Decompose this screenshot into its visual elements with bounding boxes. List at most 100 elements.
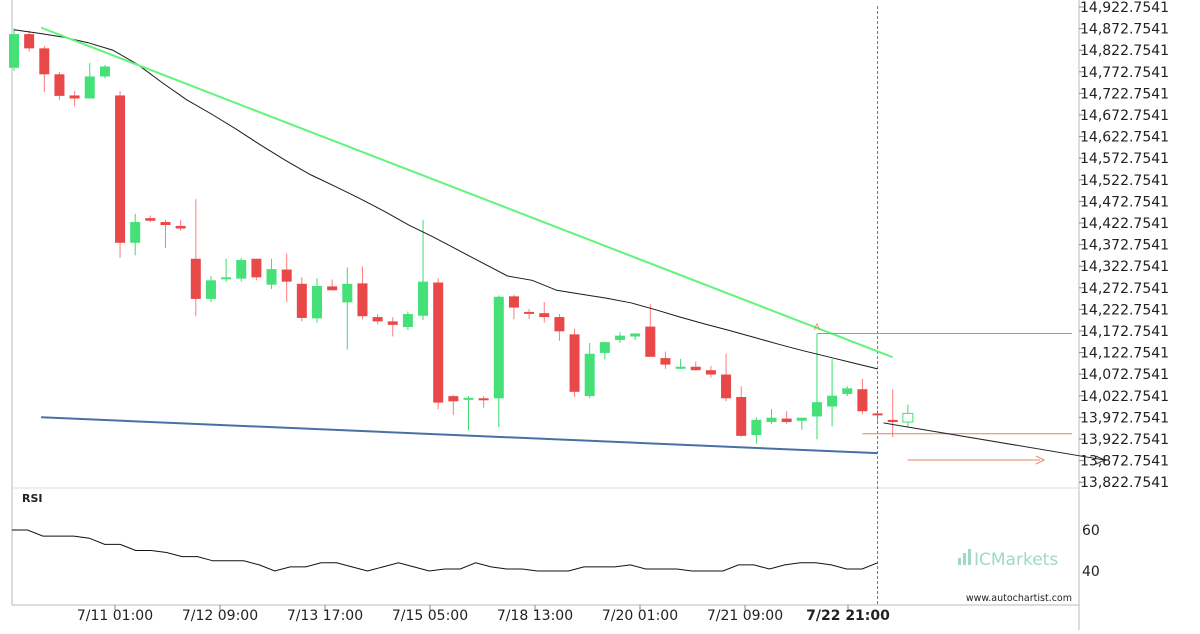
candle-body <box>478 398 489 401</box>
price-tick-label: 14,772.7541 <box>1080 65 1169 81</box>
candle-body <box>312 285 322 319</box>
rsi-tick-label: 40 <box>1082 564 1100 580</box>
price-tick-label: 14,522.7541 <box>1080 173 1169 189</box>
candle-body <box>342 283 353 303</box>
candle-body <box>402 314 413 328</box>
candle-body <box>69 95 80 99</box>
candle-body <box>251 258 262 278</box>
candle-body <box>54 74 65 96</box>
candle-body <box>766 417 777 423</box>
candle-body <box>387 321 398 325</box>
price-tick-label: 13,872.7541 <box>1080 454 1169 470</box>
support-trendline <box>41 416 878 455</box>
candle-body <box>887 419 898 423</box>
time-tick-label: 7/21 09:00 <box>707 608 783 624</box>
resistance-trendline <box>40 26 894 359</box>
candle-body <box>630 333 641 337</box>
candle-body <box>751 419 762 436</box>
price-tick-label: 14,372.7541 <box>1080 238 1169 254</box>
candle-body <box>827 395 838 407</box>
candle-body <box>296 283 307 318</box>
candle-body <box>493 296 504 399</box>
price-tick-label: 13,822.7541 <box>1080 475 1169 491</box>
candle-body <box>84 76 95 99</box>
price-tick-label: 13,922.7541 <box>1080 432 1169 448</box>
target-arrow-icon <box>1035 455 1046 465</box>
time-axis-ticks: 7/11 01:00 7/12 09:00 7/13 17:00 7/15 05:00… <box>77 605 890 624</box>
candle-body <box>781 418 792 423</box>
price-tick-label: 13,972.7541 <box>1080 410 1169 426</box>
time-tick-label: 7/13 17:00 <box>287 608 363 624</box>
rsi-panel: 60 40 <box>12 523 1100 580</box>
candle-body <box>9 34 19 68</box>
candle-body <box>796 417 807 421</box>
price-axis-line <box>11 0 1080 630</box>
candle-body <box>357 283 368 317</box>
price-tick-label: 14,022.7541 <box>1080 389 1169 405</box>
candle-body <box>418 281 429 316</box>
candle-body <box>736 396 747 436</box>
price-tick-label: 14,822.7541 <box>1080 43 1169 59</box>
candle-body <box>115 95 126 243</box>
candle-body <box>266 269 277 285</box>
candle-body <box>236 260 247 279</box>
time-tick-label: 7/22 21:00 <box>806 608 890 624</box>
candle-body <box>433 282 444 403</box>
breakout-point-label: A <box>814 323 821 333</box>
candle-body <box>463 397 474 400</box>
price-tick-label: 14,222.7541 <box>1080 302 1169 318</box>
candle-body <box>160 222 171 226</box>
candle-body <box>615 335 625 340</box>
candle-body <box>327 286 338 291</box>
rsi-tick-label: 60 <box>1082 523 1100 539</box>
candle-body <box>721 374 732 399</box>
candle-body <box>554 317 565 332</box>
candle-body <box>524 311 535 314</box>
candle-body <box>221 277 232 280</box>
candle-body <box>872 413 883 416</box>
candle-body <box>902 412 914 423</box>
candle-body <box>372 317 383 322</box>
time-tick-label: 7/18 13:00 <box>497 608 573 624</box>
candle-body <box>99 66 110 77</box>
rsi-line <box>12 529 878 572</box>
price-tick-label: 14,472.7541 <box>1080 194 1169 210</box>
watermark: ICMarkets <box>958 549 1058 570</box>
candle-body <box>857 389 868 412</box>
time-tick-label: 7/20 01:00 <box>602 608 678 624</box>
candle-body <box>24 34 35 49</box>
rsi-label: RSI <box>22 492 43 505</box>
candle-body <box>660 358 671 365</box>
price-tick-label: 14,722.7541 <box>1080 86 1169 102</box>
price-tick-label: 14,422.7541 <box>1080 216 1169 232</box>
watermark-bars-icon <box>958 549 971 565</box>
watermark-text: ICMarkets <box>974 550 1058 570</box>
price-tick-label: 14,872.7541 <box>1080 22 1169 38</box>
candle-body <box>145 218 156 221</box>
candles-layer <box>9 28 914 444</box>
candle-body <box>281 269 292 282</box>
price-axis-ticks: 14,922.7541 14,872.7541 14,822.7541 14,772.… <box>1079 0 1169 491</box>
moving-average-line <box>13 29 878 370</box>
candle-body <box>584 353 595 397</box>
candle-body <box>190 258 201 299</box>
candle-body <box>690 366 701 371</box>
candle-body <box>645 326 656 357</box>
candle-body <box>175 225 186 229</box>
candle-body <box>811 402 822 417</box>
price-tick-label: 14,622.7541 <box>1080 130 1169 146</box>
candle-body <box>705 370 716 375</box>
footer-link[interactable]: www.autochartist.com <box>966 593 1072 604</box>
overlays-layer: A <box>13 6 1107 605</box>
candle-body <box>39 48 50 75</box>
time-tick-label: 7/11 01:00 <box>77 608 153 624</box>
projection-arrow-icon <box>1095 455 1107 465</box>
candle-body <box>569 334 580 392</box>
candle-body <box>205 280 216 299</box>
price-tick-label: 14,922.7541 <box>1080 0 1169 16</box>
candle-body <box>842 388 853 394</box>
candle-body <box>539 313 550 318</box>
